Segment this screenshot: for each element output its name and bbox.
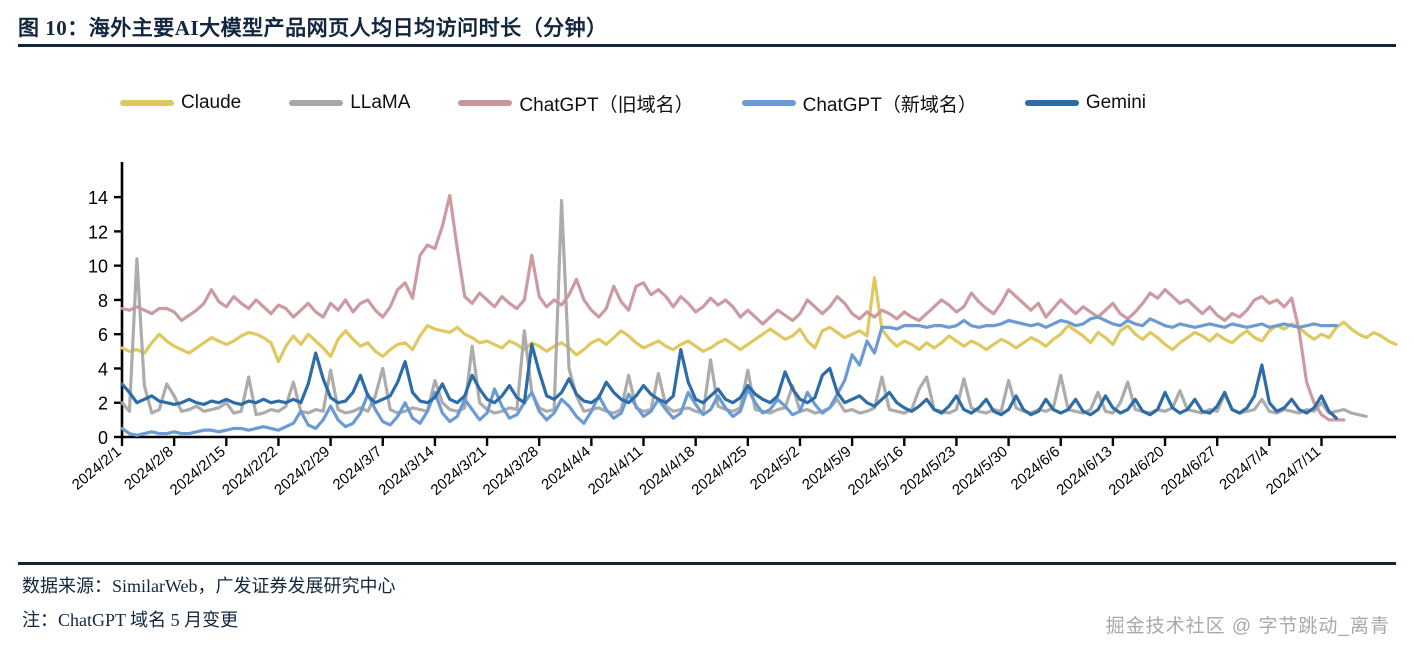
legend-label: Claude	[181, 92, 242, 113]
legend-swatch-icon	[458, 100, 513, 106]
x-tick-label: 2024/6/27	[1158, 445, 1220, 499]
source-note: 数据来源：SimilarWeb，广发证券发展研究中心	[22, 576, 396, 596]
plot-area: 0 2 4 6 8 10 12 14	[0, 150, 1414, 450]
legend-item-2[interactable]: LLaMA	[289, 92, 410, 114]
x-tick-label: 2024/4/18	[636, 445, 698, 499]
domain-change-note: 注：ChatGPT 域名 5 月变更	[22, 610, 239, 630]
legend-item-1[interactable]: Claude	[120, 92, 241, 114]
y-tick-label: 4	[98, 359, 108, 379]
x-tick-label: 2024/7/11	[1263, 445, 1324, 498]
title-divider-top	[18, 44, 1396, 47]
series-line-Claude	[120, 276, 1398, 364]
legend-swatch-icon	[741, 100, 796, 106]
series-line-Gemini	[120, 342, 1339, 420]
legend-swatch-icon	[1024, 100, 1079, 106]
series-line-ChatGPT-旧域名-	[120, 193, 1346, 422]
x-tick-label: 2024/3/21	[428, 445, 490, 499]
x-tick-label: 2024/2/29	[271, 445, 333, 499]
footer-divider	[18, 562, 1396, 565]
x-tick-label: 2024/3/28	[480, 445, 542, 499]
legend-swatch-icon	[120, 100, 174, 106]
x-tick-label: 2024/4/25	[688, 445, 750, 499]
x-tick-label: 2024/6/20	[1106, 445, 1168, 499]
y-tick-label: 14	[88, 188, 108, 208]
y-tick-label: 8	[98, 291, 108, 311]
line-chart: 0 2 4 6 8 10 12 14	[88, 162, 1398, 448]
series-line-ChatGPT-新域名-	[120, 315, 1339, 437]
x-tick-label: 2024/2/22	[219, 445, 281, 499]
x-tick-label: 2024/3/14	[375, 445, 437, 499]
x-tick-label: 2024/5/30	[949, 445, 1011, 499]
legend-item-4[interactable]: ChatGPT（新域名）	[741, 90, 977, 117]
y-tick-label: 6	[98, 325, 108, 345]
legend-label: LLaMA	[350, 92, 411, 113]
x-axis-labels: 2024/2/12024/2/82024/2/152024/2/222024/2…	[69, 445, 1324, 499]
page-title: 图 10：海外主要AI大模型产品网页人均日均访问时长（分钟）	[18, 16, 608, 40]
legend-label: ChatGPT（旧域名）	[519, 94, 694, 116]
legend-item-5[interactable]: Gemini	[1024, 92, 1147, 114]
x-tick-label: 2024/2/15	[167, 445, 229, 499]
y-tick-label: 2	[98, 394, 108, 414]
x-tick-label: 2024/5/16	[845, 445, 907, 499]
x-tick-label: 2024/2/1	[69, 445, 125, 494]
y-tick-label: 10	[88, 257, 108, 277]
chart-legend: Claude LLaMA ChatGPT（旧域名） ChatGPT（新域名） Gemin…	[120, 88, 1410, 118]
x-tick-label: 2024/5/2	[747, 445, 803, 494]
x-tick-label: 2024/5/23	[897, 445, 959, 499]
watermark: 掘金技术社区 @ 字节跳动_离青	[1105, 616, 1390, 637]
x-tick-label: 2024/4/11	[585, 445, 646, 498]
figure-title-bar: 图 10：海外主要AI大模型产品网页人均日均访问时长（分钟）	[18, 10, 1398, 44]
y-tick-label: 12	[88, 222, 108, 242]
legend-swatch-icon	[289, 100, 344, 106]
legend-label: ChatGPT（新域名）	[802, 94, 977, 116]
legend-label: Gemini	[1085, 92, 1147, 113]
x-tick-label: 2024/6/13	[1053, 445, 1115, 499]
legend-item-3[interactable]: ChatGPT（旧域名）	[458, 90, 694, 117]
footnotes: 数据来源：SimilarWeb，广发证券发展研究中心 注：ChatGPT 域名 …	[22, 572, 922, 640]
y-tick-label: 0	[98, 428, 108, 448]
